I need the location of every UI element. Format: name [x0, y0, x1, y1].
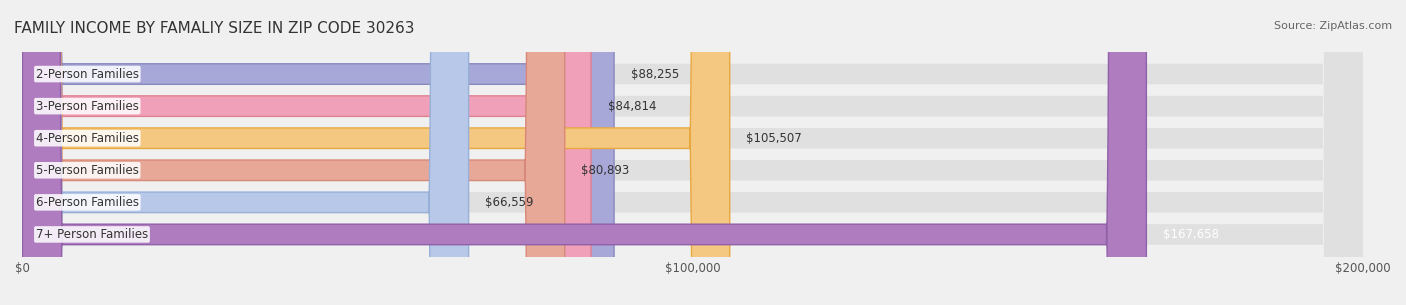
- Text: $167,658: $167,658: [1163, 228, 1219, 241]
- Text: FAMILY INCOME BY FAMALIY SIZE IN ZIP CODE 30263: FAMILY INCOME BY FAMALIY SIZE IN ZIP COD…: [14, 21, 415, 36]
- FancyBboxPatch shape: [22, 0, 591, 305]
- Text: 6-Person Families: 6-Person Families: [35, 196, 139, 209]
- Text: $80,893: $80,893: [582, 164, 630, 177]
- FancyBboxPatch shape: [22, 0, 468, 305]
- Text: 5-Person Families: 5-Person Families: [35, 164, 139, 177]
- Text: $66,559: $66,559: [485, 196, 534, 209]
- Text: 7+ Person Families: 7+ Person Families: [35, 228, 148, 241]
- FancyBboxPatch shape: [22, 0, 1364, 305]
- FancyBboxPatch shape: [22, 0, 1364, 305]
- FancyBboxPatch shape: [22, 0, 614, 305]
- Text: $105,507: $105,507: [747, 132, 803, 145]
- Text: Source: ZipAtlas.com: Source: ZipAtlas.com: [1274, 21, 1392, 31]
- Text: 2-Person Families: 2-Person Families: [35, 67, 139, 81]
- FancyBboxPatch shape: [22, 0, 565, 305]
- FancyBboxPatch shape: [22, 0, 1364, 305]
- FancyBboxPatch shape: [22, 0, 1364, 305]
- FancyBboxPatch shape: [22, 0, 730, 305]
- FancyBboxPatch shape: [22, 0, 1364, 305]
- Text: 3-Person Families: 3-Person Families: [35, 100, 139, 113]
- Text: $88,255: $88,255: [631, 67, 679, 81]
- Text: 4-Person Families: 4-Person Families: [35, 132, 139, 145]
- Text: $84,814: $84,814: [607, 100, 657, 113]
- FancyBboxPatch shape: [22, 0, 1146, 305]
- FancyBboxPatch shape: [22, 0, 1364, 305]
